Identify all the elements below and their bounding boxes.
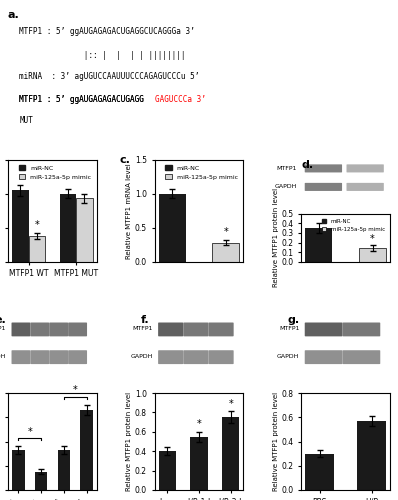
- Text: GAPDH: GAPDH: [131, 354, 153, 359]
- FancyBboxPatch shape: [305, 350, 343, 364]
- Bar: [12, 190, 29, 262]
- FancyBboxPatch shape: [68, 322, 87, 336]
- Text: c.: c.: [119, 154, 130, 164]
- Bar: [12, 450, 25, 490]
- Bar: [359, 248, 386, 262]
- Text: *: *: [224, 226, 228, 236]
- Y-axis label: Relative MTFP1 mRNA level: Relative MTFP1 mRNA level: [126, 163, 132, 258]
- Text: MTFP1: MTFP1: [0, 326, 6, 332]
- FancyBboxPatch shape: [305, 164, 342, 172]
- Bar: [190, 436, 208, 490]
- Text: d.: d.: [301, 160, 313, 170]
- Bar: [60, 194, 76, 262]
- Legend: miR-NC, miR-125a-5p mimic: miR-NC, miR-125a-5p mimic: [320, 216, 387, 234]
- Bar: [159, 194, 185, 262]
- FancyBboxPatch shape: [305, 322, 343, 336]
- Y-axis label: Relative MTFP1 protein level: Relative MTFP1 protein level: [273, 188, 279, 288]
- FancyBboxPatch shape: [209, 350, 234, 364]
- Text: MTFP1 : 5’ ggAUGAGAGACUGAGGCUCAGGGa 3’: MTFP1 : 5’ ggAUGAGAGACUGAGGCUCAGGGa 3’: [20, 27, 195, 36]
- Y-axis label: Relative MTFP1 protein level: Relative MTFP1 protein level: [273, 392, 279, 491]
- Bar: [305, 454, 334, 490]
- Text: *: *: [73, 386, 78, 396]
- Text: MTFP1: MTFP1: [279, 326, 299, 332]
- FancyBboxPatch shape: [158, 322, 183, 336]
- FancyBboxPatch shape: [49, 322, 68, 336]
- Bar: [35, 472, 47, 490]
- FancyBboxPatch shape: [49, 350, 68, 364]
- Bar: [357, 421, 386, 490]
- Text: MTFP1: MTFP1: [276, 166, 297, 170]
- FancyBboxPatch shape: [12, 322, 30, 336]
- Legend: miR-NC, miR-125a-5p mimic: miR-NC, miR-125a-5p mimic: [163, 163, 240, 182]
- Text: g.: g.: [288, 314, 300, 324]
- Text: *: *: [197, 419, 201, 429]
- FancyBboxPatch shape: [12, 350, 30, 364]
- Text: MTFP1: MTFP1: [133, 326, 153, 332]
- Text: *: *: [370, 234, 375, 243]
- Bar: [213, 242, 239, 262]
- FancyBboxPatch shape: [343, 350, 380, 364]
- Text: e.: e.: [0, 314, 6, 324]
- FancyBboxPatch shape: [347, 164, 384, 172]
- Text: MTFP1 : 5’ ggAUGAGAGACUGAGGGAGUCCCa 3’: MTFP1 : 5’ ggAUGAGAGACUGAGGGAGUCCCa 3’: [20, 95, 195, 104]
- Text: a.: a.: [8, 10, 20, 20]
- FancyBboxPatch shape: [158, 350, 183, 364]
- Bar: [305, 228, 332, 262]
- FancyBboxPatch shape: [183, 350, 209, 364]
- Bar: [80, 410, 93, 490]
- Bar: [57, 450, 70, 490]
- Text: f.: f.: [141, 314, 150, 324]
- FancyBboxPatch shape: [305, 183, 342, 191]
- Text: *: *: [228, 398, 233, 408]
- Text: *: *: [27, 426, 32, 436]
- Text: miRNA  : 3’ agUGUCCAAUUUCCCAGAGUCCCu 5’: miRNA : 3’ agUGUCCAAUUUCCCAGAGUCCCu 5’: [20, 72, 200, 81]
- FancyBboxPatch shape: [343, 322, 380, 336]
- Text: GAPDH: GAPDH: [277, 354, 299, 359]
- FancyBboxPatch shape: [68, 350, 87, 364]
- FancyBboxPatch shape: [183, 322, 209, 336]
- FancyBboxPatch shape: [347, 183, 384, 191]
- FancyBboxPatch shape: [209, 322, 234, 336]
- Text: GAGUCCCa 3’: GAGUCCCa 3’: [155, 95, 206, 104]
- Y-axis label: Relative MTFP1 protein level: Relative MTFP1 protein level: [126, 392, 132, 491]
- Bar: [76, 198, 93, 262]
- Legend: miR-NC, miR-125a-5p mimic: miR-NC, miR-125a-5p mimic: [16, 163, 94, 182]
- Text: GAPDH: GAPDH: [0, 354, 6, 359]
- Text: MTFP1 : 5’ ggAUGAGAGACUGAGG: MTFP1 : 5’ ggAUGAGAGACUGAGG: [20, 95, 144, 104]
- Bar: [29, 236, 45, 262]
- FancyBboxPatch shape: [30, 322, 49, 336]
- Text: MUT: MUT: [20, 116, 33, 124]
- Bar: [159, 451, 176, 490]
- Text: MTFP1 : 5’ ggAUGAGAGACUGAGG: MTFP1 : 5’ ggAUGAGAGACUGAGG: [20, 95, 144, 104]
- Text: |:: |  |  | | ||||||||: |:: | | | | ||||||||: [20, 52, 186, 60]
- FancyBboxPatch shape: [30, 350, 49, 364]
- Text: *: *: [35, 220, 39, 230]
- Text: GAPDH: GAPDH: [274, 184, 297, 189]
- Bar: [222, 418, 239, 490]
